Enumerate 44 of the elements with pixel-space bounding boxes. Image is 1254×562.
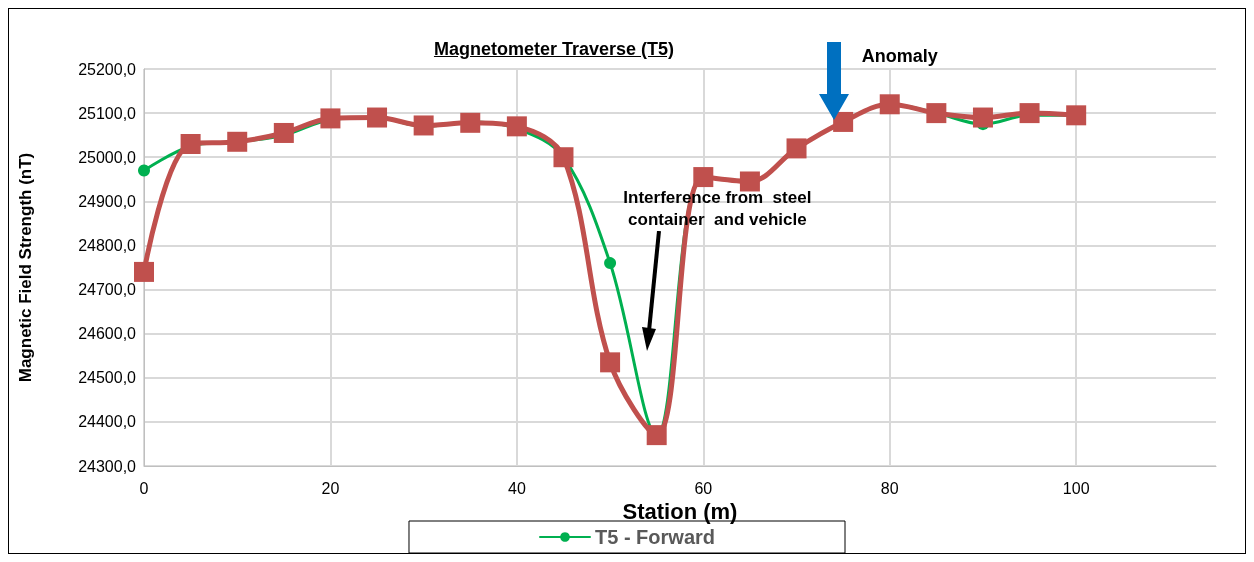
point xyxy=(134,261,154,282)
x-tick-label: 0 xyxy=(139,479,149,497)
point xyxy=(138,164,150,177)
y-tick-label: 24800,0 xyxy=(78,236,137,254)
point xyxy=(1066,105,1087,126)
text: Anomaly xyxy=(861,45,938,67)
y-tick-label: 25000,0 xyxy=(78,148,137,166)
y-tick-label: 24900,0 xyxy=(78,192,137,210)
point xyxy=(553,147,574,168)
point xyxy=(1019,103,1040,124)
x-tick-label: 100 xyxy=(1062,479,1090,497)
y-tick-label: 24300,0 xyxy=(78,457,137,475)
point xyxy=(646,425,667,446)
y-tick-label: 24500,0 xyxy=(78,369,137,387)
point xyxy=(506,116,527,137)
point xyxy=(604,257,617,270)
y-axis-title: Magnetic Field Strength (nT) xyxy=(16,152,35,383)
y-tick-label: 24600,0 xyxy=(78,325,137,343)
point xyxy=(460,112,481,133)
x-tick-label: 60 xyxy=(694,479,713,497)
point xyxy=(413,115,434,136)
x-tick-label: 20 xyxy=(321,479,340,497)
y-tick-label: 25100,0 xyxy=(78,104,137,122)
y-tick-label: 24400,0 xyxy=(78,413,137,431)
point xyxy=(320,108,341,129)
point xyxy=(926,103,947,124)
point xyxy=(367,107,388,128)
point xyxy=(227,131,248,152)
chart-title: Magnetometer Traverse (T5) xyxy=(433,39,675,59)
point xyxy=(273,122,294,143)
point xyxy=(879,94,900,115)
point xyxy=(600,352,621,373)
x-tick-label: 80 xyxy=(880,479,899,497)
point xyxy=(833,111,854,132)
point xyxy=(972,107,993,128)
x-axis-title: Station (m) xyxy=(622,499,738,525)
point xyxy=(786,138,807,159)
y-tick-label: 24700,0 xyxy=(78,281,137,299)
y-tick-label: 25200,0 xyxy=(78,60,137,78)
point xyxy=(739,171,760,192)
point xyxy=(693,167,714,188)
x-tick-label: 40 xyxy=(507,479,526,497)
point xyxy=(180,133,201,154)
legend-label: T5 - Forward xyxy=(595,526,716,548)
